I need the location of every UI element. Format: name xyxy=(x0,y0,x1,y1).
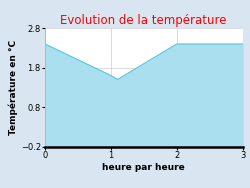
Y-axis label: Température en °C: Température en °C xyxy=(8,40,18,135)
X-axis label: heure par heure: heure par heure xyxy=(102,163,185,172)
Title: Evolution de la température: Evolution de la température xyxy=(60,14,227,27)
